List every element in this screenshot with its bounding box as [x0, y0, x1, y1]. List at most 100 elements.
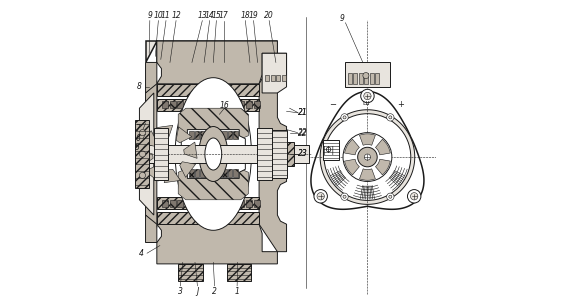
Bar [234, 169, 238, 177]
Text: 4: 4 [139, 249, 144, 258]
Bar [364, 73, 368, 84]
Text: 22: 22 [298, 129, 308, 138]
Polygon shape [156, 125, 173, 139]
Circle shape [387, 114, 394, 121]
Bar [217, 169, 221, 177]
Polygon shape [157, 224, 277, 264]
Bar [323, 140, 340, 160]
Ellipse shape [199, 127, 228, 181]
Bar [282, 75, 286, 81]
Polygon shape [146, 41, 277, 63]
Circle shape [365, 154, 370, 160]
Wedge shape [345, 159, 359, 175]
Circle shape [343, 133, 392, 181]
Wedge shape [375, 159, 390, 175]
Circle shape [408, 190, 421, 203]
Bar [206, 169, 210, 177]
Bar [193, 200, 198, 207]
Circle shape [317, 192, 324, 200]
Polygon shape [176, 127, 192, 143]
Polygon shape [146, 81, 157, 227]
Bar [211, 169, 215, 177]
Circle shape [387, 193, 394, 201]
Wedge shape [359, 134, 375, 145]
Bar [215, 200, 222, 207]
Bar [185, 200, 191, 207]
Polygon shape [178, 108, 248, 142]
Circle shape [341, 193, 348, 201]
Text: |Φ|: |Φ| [323, 146, 334, 155]
Bar [222, 131, 227, 139]
Bar [208, 200, 214, 207]
Circle shape [361, 89, 374, 103]
Text: 14: 14 [205, 10, 214, 20]
Wedge shape [359, 169, 375, 180]
Text: 21: 21 [298, 108, 308, 117]
Text: Ш: Ш [363, 101, 369, 106]
Bar [253, 200, 260, 207]
Polygon shape [262, 53, 286, 93]
Bar [348, 73, 352, 84]
Text: 19: 19 [249, 10, 259, 20]
Text: −: − [329, 100, 336, 109]
Text: 7: 7 [135, 124, 140, 133]
Polygon shape [286, 142, 294, 166]
Text: 2: 2 [212, 287, 217, 296]
Ellipse shape [175, 78, 251, 230]
Polygon shape [141, 131, 157, 146]
Text: 20: 20 [264, 10, 274, 20]
Bar [223, 101, 229, 108]
Polygon shape [146, 215, 157, 242]
Text: J: J [196, 287, 198, 296]
Bar [228, 169, 232, 177]
Text: 22: 22 [298, 128, 308, 137]
Bar [231, 200, 237, 207]
Polygon shape [157, 41, 277, 84]
Bar [195, 131, 199, 139]
Bar [185, 101, 191, 108]
Text: 3: 3 [178, 287, 183, 296]
Bar [265, 75, 269, 81]
Circle shape [139, 130, 146, 136]
Bar [201, 131, 205, 139]
Bar [228, 131, 232, 139]
Bar [189, 169, 194, 177]
Polygon shape [272, 130, 286, 178]
Circle shape [389, 116, 392, 119]
Bar [162, 200, 168, 207]
Bar [201, 169, 205, 177]
Ellipse shape [205, 138, 222, 170]
Bar [177, 101, 183, 108]
Bar [189, 131, 194, 139]
Bar [223, 200, 229, 207]
Text: 16: 16 [220, 101, 230, 110]
Circle shape [341, 114, 348, 121]
Circle shape [364, 92, 371, 100]
Circle shape [343, 195, 346, 198]
Polygon shape [181, 130, 246, 178]
Text: 15: 15 [211, 10, 221, 20]
Bar [206, 131, 210, 139]
Bar [193, 101, 198, 108]
Text: 9: 9 [147, 10, 153, 20]
Bar [215, 101, 222, 108]
Polygon shape [259, 53, 286, 252]
Polygon shape [139, 150, 153, 166]
Polygon shape [164, 169, 180, 183]
Text: 10: 10 [154, 10, 163, 20]
Text: 5: 5 [135, 144, 140, 152]
Bar [134, 23, 293, 288]
Text: 13: 13 [197, 10, 207, 20]
Polygon shape [178, 166, 248, 200]
Bar [154, 128, 168, 180]
Bar [200, 101, 206, 108]
Polygon shape [157, 197, 259, 209]
Bar [253, 101, 260, 108]
Circle shape [314, 190, 327, 203]
Text: 8: 8 [137, 82, 142, 91]
Bar [136, 145, 310, 163]
Polygon shape [157, 84, 259, 96]
Text: 1: 1 [235, 287, 239, 296]
Circle shape [324, 114, 411, 201]
Text: 23: 23 [298, 149, 308, 159]
